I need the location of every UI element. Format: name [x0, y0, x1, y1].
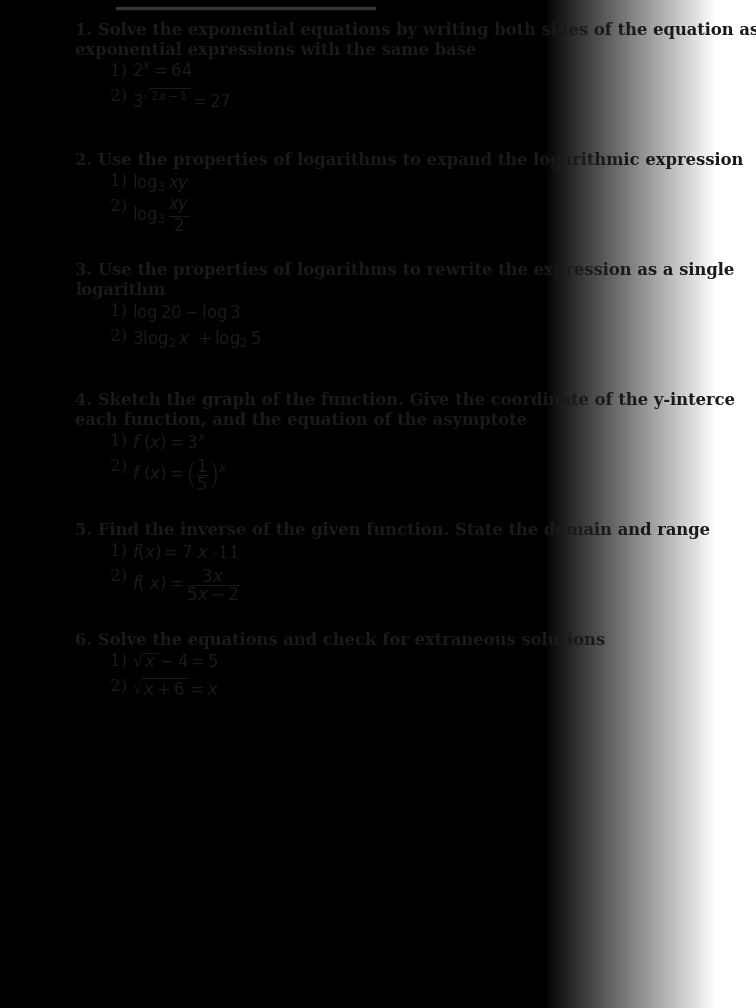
- Text: $f\ (x) = \left(\dfrac{1}{5}\right)^x$: $f\ (x) = \left(\dfrac{1}{5}\right)^x$: [132, 458, 228, 493]
- Text: 2. Use the properties of logarithms to expand the logarithmic expression: 2. Use the properties of logarithms to e…: [75, 152, 743, 169]
- Text: $2^x= 64$: $2^x= 64$: [132, 62, 193, 80]
- Text: 1. Solve the exponential equations by writing both sides of the equation as: 1. Solve the exponential equations by wr…: [75, 22, 756, 39]
- Text: $\log 20 - \log 3$: $\log 20 - \log 3$: [132, 302, 241, 324]
- Text: $3^{\sqrt{2x-1}} = 27$: $3^{\sqrt{2x-1}} = 27$: [132, 88, 231, 112]
- Text: 1): 1): [110, 302, 132, 319]
- Text: 3. Use the properties of logarithms to rewrite the expression as a single: 3. Use the properties of logarithms to r…: [75, 262, 734, 279]
- Text: 2): 2): [110, 198, 132, 215]
- Text: $\sqrt{x+6} = x$: $\sqrt{x+6} = x$: [132, 678, 219, 701]
- Text: each function, and the equation of the asymptote: each function, and the equation of the a…: [75, 412, 527, 429]
- Text: $f(\ x) = \dfrac{3x}{5x-2}$: $f(\ x) = \dfrac{3x}{5x-2}$: [132, 568, 240, 603]
- Text: $3 \log_2 x \ + \log_2 5$: $3 \log_2 x \ + \log_2 5$: [132, 328, 262, 350]
- Text: 1): 1): [110, 542, 132, 559]
- Text: $\log_3 \dfrac{xy}{2}$: $\log_3 \dfrac{xy}{2}$: [132, 198, 190, 234]
- Text: exponential expressions with the same base: exponential expressions with the same ba…: [75, 42, 476, 59]
- Text: logarithm: logarithm: [75, 282, 166, 299]
- Text: 1): 1): [110, 62, 132, 79]
- Text: 2): 2): [110, 678, 132, 695]
- Text: 2): 2): [110, 328, 132, 345]
- Text: 1): 1): [110, 172, 132, 190]
- Text: $f\ (x) = 3^x$: $f\ (x) = 3^x$: [132, 432, 206, 452]
- Text: 2): 2): [110, 458, 132, 475]
- Text: 1): 1): [110, 652, 132, 669]
- Text: 1): 1): [110, 432, 132, 449]
- Text: $\log_3 xy$: $\log_3 xy$: [132, 172, 190, 194]
- Text: 5. Find the inverse of the given function. State the domain and range: 5. Find the inverse of the given functio…: [75, 522, 710, 539]
- Text: 6. Solve the equations and check for extraneous solutions: 6. Solve the equations and check for ext…: [75, 632, 605, 649]
- Text: 2): 2): [110, 88, 132, 105]
- Text: 4. Sketch the graph of the function. Give the coordinate of the y-interce: 4. Sketch the graph of the function. Giv…: [75, 392, 735, 409]
- Text: $f(x)=7\ x$ -11: $f(x)=7\ x$ -11: [132, 542, 239, 562]
- Text: 2): 2): [110, 568, 132, 585]
- Text: $\sqrt{x} - 4 = 5$: $\sqrt{x} - 4 = 5$: [132, 652, 219, 670]
